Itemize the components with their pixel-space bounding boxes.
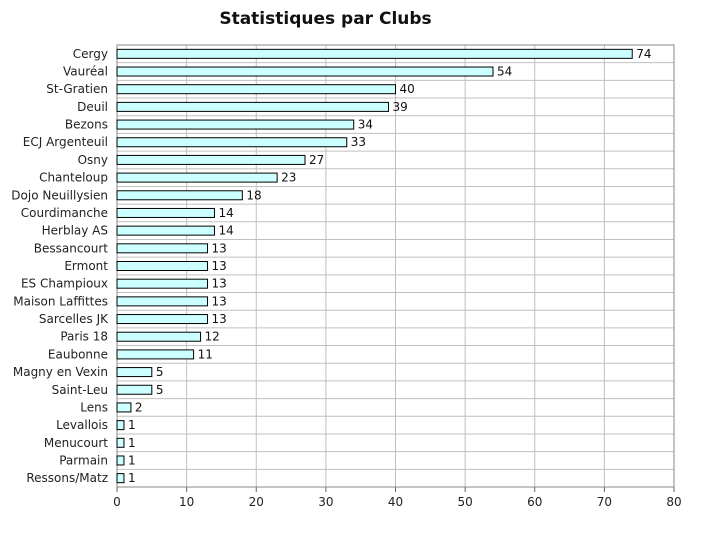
- x-tick-label: 10: [179, 495, 194, 509]
- category-label: Cergy: [73, 47, 108, 61]
- bar: [116, 349, 195, 360]
- bar: [116, 119, 355, 130]
- category-label: St-Gratien: [46, 82, 108, 96]
- category-label: Dojo Neuillysien: [11, 188, 108, 202]
- chart-title: Statistiques par Clubs: [219, 9, 432, 29]
- value-label: 74: [636, 47, 651, 61]
- category-label: ECJ Argenteuil: [23, 135, 108, 149]
- category-label: Osny: [78, 153, 108, 167]
- x-tick-label: 30: [318, 495, 333, 509]
- bar: [116, 207, 215, 218]
- x-tick-label: 70: [597, 495, 612, 509]
- value-label: 5: [156, 365, 164, 379]
- bar: [116, 420, 125, 431]
- value-label: 1: [128, 471, 136, 485]
- value-label: 40: [400, 82, 415, 96]
- bar: [116, 473, 125, 484]
- category-label: Ermont: [64, 259, 108, 273]
- bar: [116, 314, 209, 325]
- bar: [116, 190, 243, 201]
- x-tick-label: 60: [527, 495, 542, 509]
- value-label: 1: [128, 436, 136, 450]
- bar: [116, 331, 202, 342]
- category-label: Chanteloup: [39, 171, 108, 185]
- value-label: 13: [212, 294, 227, 308]
- value-label: 1: [128, 418, 136, 432]
- bar: [116, 172, 278, 183]
- value-label: 18: [246, 188, 261, 202]
- value-label: 13: [212, 241, 227, 255]
- bar: [116, 455, 125, 466]
- x-tick-label: 40: [388, 495, 403, 509]
- category-label: ES Champioux: [21, 277, 108, 291]
- category-label: Sarcelles JK: [39, 312, 109, 326]
- bar: [116, 402, 132, 413]
- category-label: Magny en Vexin: [13, 365, 108, 379]
- value-label: 33: [351, 135, 366, 149]
- x-tick-label: 80: [666, 495, 681, 509]
- bar: [116, 384, 153, 395]
- category-label: Maison Laffittes: [13, 294, 108, 308]
- bar: [116, 296, 209, 307]
- category-label: Vauréal: [63, 65, 108, 79]
- category-label: Ressons/Matz: [26, 471, 108, 485]
- value-label: 2: [135, 400, 143, 414]
- bar: [116, 243, 209, 254]
- bar: [116, 225, 215, 236]
- bar: [116, 278, 209, 289]
- value-label: 14: [218, 224, 233, 238]
- value-label: 23: [281, 171, 296, 185]
- value-label: 13: [212, 259, 227, 273]
- bar: [116, 261, 209, 271]
- value-label: 5: [156, 383, 164, 397]
- category-label: Parmain: [59, 453, 108, 467]
- category-label: Deuil: [77, 100, 108, 114]
- category-label: Lens: [80, 400, 108, 414]
- bar: [116, 367, 153, 378]
- value-label: 39: [393, 100, 408, 114]
- value-label: 54: [497, 65, 512, 79]
- category-label: Eaubonne: [48, 347, 108, 361]
- value-label: 1: [128, 453, 136, 467]
- x-tick-label: 0: [113, 495, 121, 509]
- bar: [116, 137, 348, 148]
- category-label: Bessancourt: [34, 241, 109, 255]
- bar: [116, 154, 306, 165]
- category-label: Courdimanche: [21, 206, 108, 220]
- category-label: Bezons: [65, 118, 108, 132]
- value-label: 12: [205, 330, 220, 344]
- bar: [116, 66, 494, 77]
- value-label: 13: [212, 277, 227, 291]
- value-label: 11: [198, 347, 213, 361]
- bar: [116, 48, 633, 59]
- bar: [116, 437, 125, 448]
- category-label: Herblay AS: [42, 224, 108, 238]
- category-label: Levallois: [56, 418, 108, 432]
- value-label: 13: [212, 312, 227, 326]
- x-tick-label: 50: [457, 495, 472, 509]
- category-label: Saint-Leu: [52, 383, 108, 397]
- category-label: Paris 18: [60, 330, 108, 344]
- x-tick-label: 20: [249, 495, 264, 509]
- category-label: Menucourt: [44, 436, 108, 450]
- value-label: 34: [358, 118, 373, 132]
- value-label: 14: [218, 206, 233, 220]
- bar: [116, 101, 390, 112]
- bar: [116, 84, 396, 95]
- value-label: 27: [309, 153, 324, 167]
